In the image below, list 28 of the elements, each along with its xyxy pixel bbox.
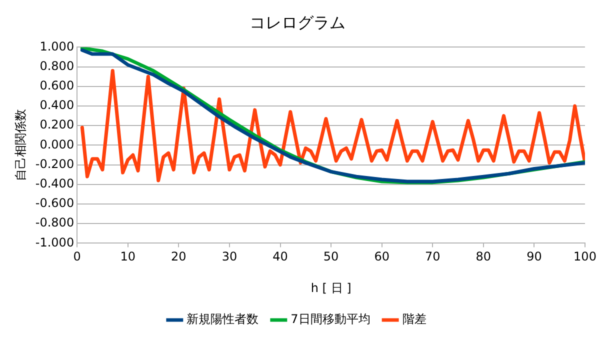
- y-tick-label: 0.600: [40, 78, 74, 93]
- x-tick-label: 10: [120, 250, 136, 264]
- y-axis-title: 自己相関係数: [13, 109, 28, 182]
- y-tick-label: -0.800: [35, 216, 74, 230]
- y-tick-label: 1.000: [40, 39, 74, 54]
- y-tick-label: 0.000: [40, 137, 74, 152]
- y-tick-label: -1.000: [35, 235, 74, 250]
- y-tick-label: -0.400: [35, 176, 74, 191]
- x-tick-label: 20: [171, 250, 186, 264]
- x-tick-label: 50: [323, 250, 339, 264]
- legend-label: 7日間移動平均: [290, 312, 370, 326]
- legend-label: 新規陽性者数: [186, 312, 259, 326]
- x-tick-label: 30: [222, 250, 238, 264]
- x-tick-label: 0: [73, 250, 81, 264]
- x-tick-label: 100: [574, 250, 596, 264]
- y-tick-label: -0.200: [35, 156, 74, 171]
- x-tick-label: 90: [526, 250, 542, 264]
- y-tick-label: 0.200: [40, 118, 74, 132]
- x-tick-label: 60: [374, 250, 390, 264]
- y-tick-label: 0.800: [40, 58, 74, 73]
- y-tick-label: 0.400: [40, 98, 74, 112]
- x-tick-label: 80: [476, 250, 492, 264]
- legend-label: 階差: [402, 312, 426, 326]
- y-tick-label: -0.600: [35, 196, 74, 210]
- x-tick-label: 40: [272, 250, 288, 264]
- x-tick-label: 70: [424, 250, 440, 264]
- x-axis-title: h [ 日 ]: [310, 280, 352, 295]
- chart-title: コレログラム: [250, 12, 346, 32]
